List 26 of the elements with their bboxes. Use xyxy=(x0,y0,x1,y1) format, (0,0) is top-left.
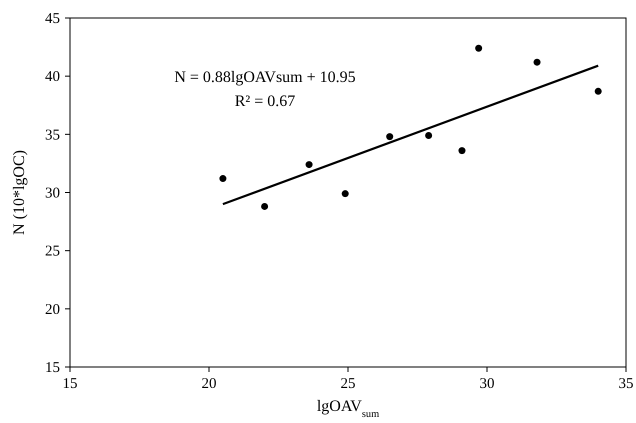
x-tick-label: 35 xyxy=(618,376,634,392)
point xyxy=(534,58,541,66)
point xyxy=(261,202,268,210)
y-tick-label: 25 xyxy=(45,244,60,260)
point xyxy=(458,147,466,154)
y-tick-label: 15 xyxy=(45,360,60,376)
point xyxy=(342,190,349,198)
x-tick-label: 30 xyxy=(480,376,494,392)
x-tick-label: 20 xyxy=(202,376,216,392)
y-tick-label: 45 xyxy=(45,11,60,27)
point xyxy=(594,88,602,95)
point xyxy=(425,132,432,139)
y-tick-label: 35 xyxy=(45,127,60,144)
x-axis-title: lgOAV$_{sum}$ xyxy=(316,398,380,420)
y-tick-label: 40 xyxy=(45,69,60,86)
annotation: N = 0.88lgOAVsum + 10.95 xyxy=(174,69,356,86)
point xyxy=(386,133,394,140)
y-axis-title: N (10*lgOC) xyxy=(11,150,28,235)
y-tick-label: 30 xyxy=(45,186,60,202)
x-tick-label: 15 xyxy=(62,376,78,392)
y-tick-label: 20 xyxy=(45,302,60,318)
point xyxy=(219,175,226,182)
x-tick-label: 25 xyxy=(340,376,356,392)
point xyxy=(475,44,482,52)
annotation: R² = 0.67 xyxy=(234,93,296,110)
point xyxy=(306,161,313,168)
